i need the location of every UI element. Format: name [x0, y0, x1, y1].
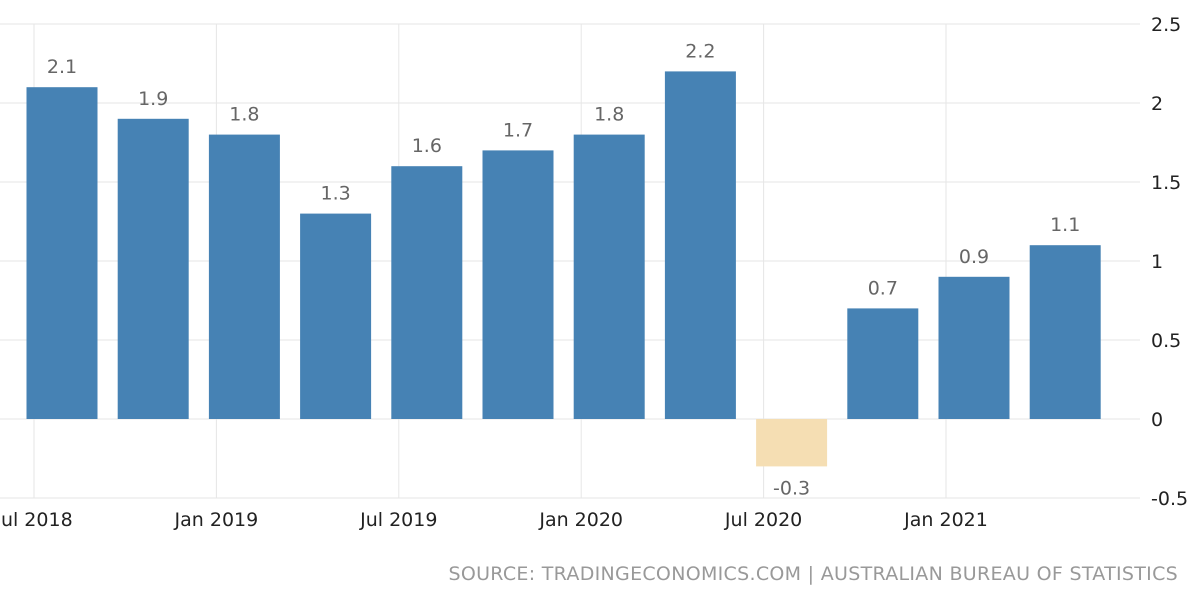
bar — [482, 150, 554, 419]
x-tick-label: Jan 2021 — [903, 509, 988, 531]
x-axis: Jul 2018 Jan 2019 Jul 2019 Jan 2020 Jul 2020… — [0, 509, 988, 531]
y-axis: 2.5 2 1.5 1 0.5 0 -0.5 — [1151, 14, 1188, 510]
bar-value-label: -0.3 — [773, 477, 810, 499]
bar-value-label: 1.1 — [1050, 214, 1080, 236]
bar — [300, 213, 372, 419]
bars — [26, 71, 1101, 467]
bar — [573, 134, 645, 419]
y-tick-label: -0.5 — [1151, 488, 1188, 510]
source-note: SOURCE: TRADINGECONOMICS.COM | AUSTRALIA… — [448, 563, 1178, 585]
bar-value-label: 2.2 — [685, 40, 715, 62]
bar-labels: 2.1 1.9 1.8 1.3 1.6 1.7 1.8 2.2 -0.3 0.7 0.9 1.1 — [47, 40, 1080, 499]
bar — [664, 71, 736, 420]
y-tick-label: 0.5 — [1151, 330, 1181, 352]
bar — [756, 419, 828, 467]
x-tick-label: Jul 2019 — [359, 509, 437, 531]
bar — [847, 308, 919, 419]
bar-value-label: 1.8 — [229, 104, 259, 126]
bar — [26, 87, 98, 419]
bar — [208, 134, 280, 419]
x-tick-label: Jul 2018 — [0, 509, 73, 531]
bar-value-label: 1.8 — [594, 104, 624, 126]
y-tick-label: 2 — [1151, 93, 1163, 115]
bar — [1029, 245, 1101, 419]
bar-value-label: 1.7 — [503, 119, 533, 141]
y-tick-label: 2.5 — [1151, 14, 1181, 36]
bar-value-label: 2.1 — [47, 56, 77, 78]
x-tick-label: Jul 2020 — [724, 509, 802, 531]
bar-value-label: 1.9 — [138, 88, 168, 110]
bar — [117, 118, 189, 420]
x-tick-label: Jan 2020 — [538, 509, 623, 531]
bar-value-label: 1.3 — [320, 183, 350, 205]
y-tick-label: 1 — [1151, 251, 1163, 273]
bar — [391, 166, 463, 419]
bar-value-label: 1.6 — [412, 135, 442, 157]
y-tick-label: 1.5 — [1151, 172, 1181, 194]
y-tick-label: 0 — [1151, 409, 1163, 431]
bar-value-label: 0.7 — [868, 277, 898, 299]
bar-value-label: 0.9 — [959, 246, 989, 268]
x-tick-label: Jan 2019 — [174, 509, 259, 531]
bar — [938, 276, 1010, 419]
